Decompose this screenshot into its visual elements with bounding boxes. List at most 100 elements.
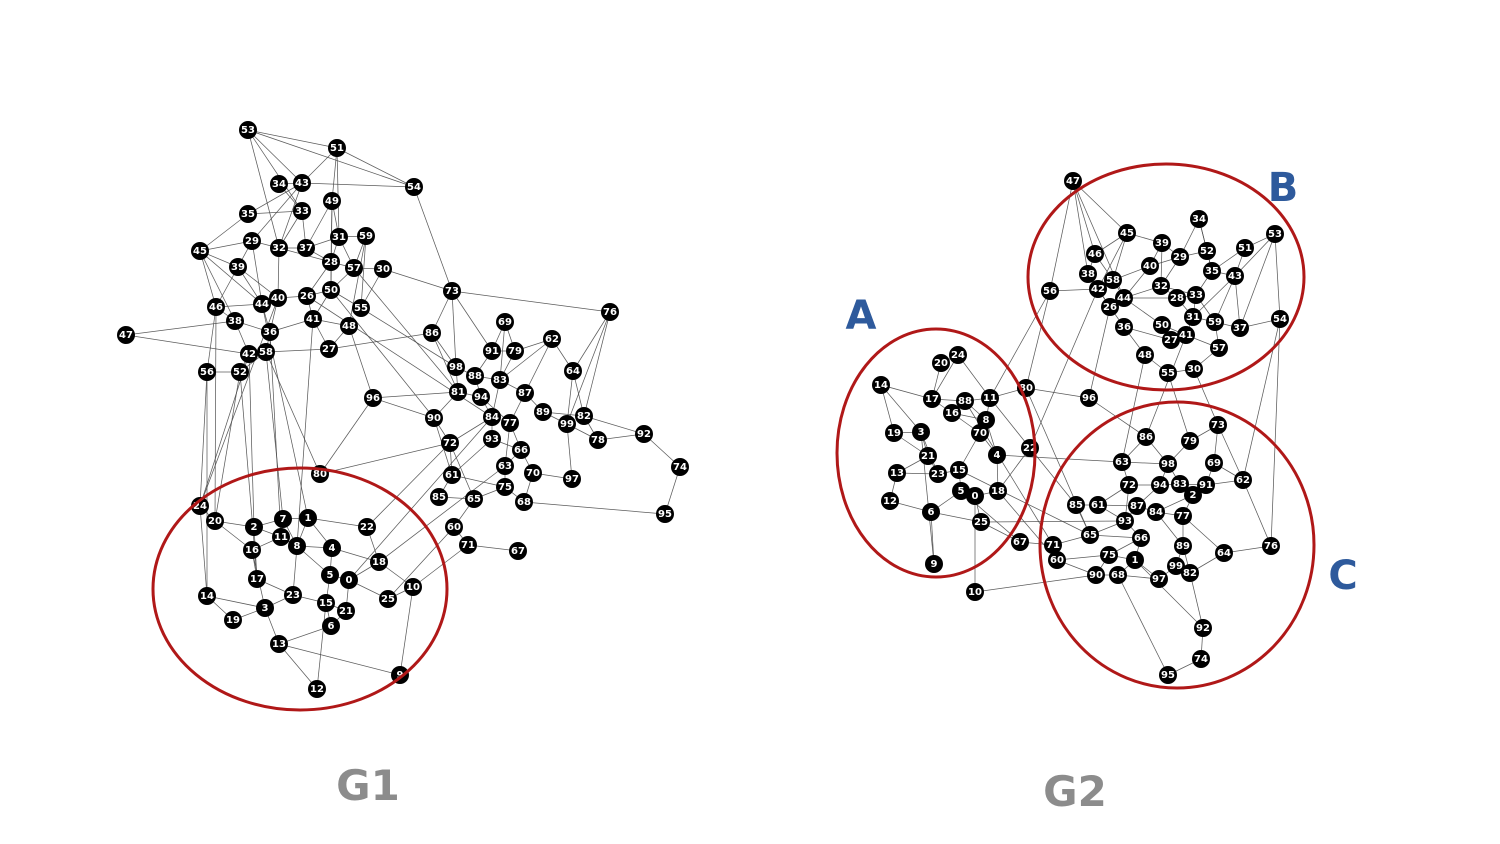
graph-node: 90 [1087, 566, 1105, 584]
node-label: 33 [1189, 290, 1203, 301]
graph-node: 79 [506, 342, 524, 360]
node-label: 47 [119, 330, 133, 341]
graph-node: 41 [304, 310, 322, 328]
node-circle [270, 175, 288, 193]
node-label: 20 [208, 516, 222, 527]
graph-node: 62 [1234, 471, 1252, 489]
node-circle [1192, 650, 1210, 668]
node-circle [929, 465, 947, 483]
node-label: 55 [354, 303, 368, 314]
graph-node: 27 [320, 340, 338, 358]
node-circle [1104, 271, 1122, 289]
graph-node: 12 [308, 680, 326, 698]
node-circle [1205, 454, 1223, 472]
node-circle [1209, 416, 1227, 434]
graph-node: 96 [1080, 389, 1098, 407]
graph-node: 72 [1120, 476, 1138, 494]
node-circle [635, 425, 653, 443]
node-label: 43 [295, 178, 309, 189]
node-label: 22 [360, 522, 374, 533]
graph-edge [566, 423, 573, 480]
graph-node: 98 [1159, 455, 1177, 473]
graph-node: 5 [321, 566, 339, 584]
graph-edge [248, 353, 255, 528]
node-circle [601, 303, 619, 321]
graph-node: 22 [358, 518, 376, 536]
node-label: 68 [1111, 570, 1125, 581]
node-circle [950, 461, 968, 479]
graph-node: 54 [1271, 310, 1289, 328]
graph-edge [366, 442, 451, 528]
graph-edge [1134, 559, 1204, 629]
graph-node: 84 [1147, 503, 1165, 521]
graph-node: 31 [330, 228, 348, 246]
graph-node: 24 [191, 497, 209, 515]
node-circle [1137, 428, 1155, 446]
node-circle [1126, 551, 1144, 569]
node-circle [1116, 512, 1134, 530]
graph-node: 92 [635, 425, 653, 443]
graph-node: 41 [1177, 326, 1195, 344]
node-circle [466, 367, 484, 385]
node-circle [293, 202, 311, 220]
graph-node: 20 [932, 354, 950, 372]
node-label: 50 [1155, 320, 1169, 331]
graph-node: 79 [1181, 432, 1199, 450]
graph-edge [316, 602, 327, 690]
node-circle [358, 518, 376, 536]
graph-edge [412, 544, 469, 588]
graph-node: 69 [496, 313, 514, 331]
node-label: 41 [1179, 330, 1193, 341]
node-circle [496, 457, 514, 475]
graph-edge [348, 235, 367, 327]
graph-edge [1274, 233, 1281, 320]
graph-edge [1088, 306, 1111, 399]
node-circle [1147, 503, 1165, 521]
node-circle [912, 423, 930, 441]
graph-node: 83 [491, 371, 509, 389]
node-circle [1080, 389, 1098, 407]
node-circle [1159, 666, 1177, 684]
node-circle [229, 258, 247, 276]
graph-node: 12 [881, 492, 899, 510]
graph-node: 58 [257, 343, 275, 361]
graph-node: 32 [270, 239, 288, 257]
graph-node: 77 [1174, 507, 1192, 525]
graph-node: 36 [1115, 318, 1133, 336]
node-circle [888, 464, 906, 482]
node-circle [272, 528, 290, 546]
graph-node: 52 [231, 363, 249, 381]
node-circle [981, 389, 999, 407]
node-circle [322, 617, 340, 635]
graph-node: 14 [198, 587, 216, 605]
node-circle [1100, 546, 1118, 564]
node-label: 77 [1176, 511, 1190, 522]
graph-node: 95 [656, 505, 674, 523]
graph-edge [1242, 479, 1272, 547]
node-circle [297, 239, 315, 257]
graph-node: 28 [1168, 289, 1186, 307]
node-label: 13 [890, 468, 904, 479]
node-circle [256, 599, 274, 617]
graph-node: 23 [929, 465, 947, 483]
node-circle [885, 424, 903, 442]
graph-node: 91 [483, 342, 501, 360]
node-circle [1120, 476, 1138, 494]
node-label: 38 [228, 316, 242, 327]
graph-node: 25 [972, 513, 990, 531]
graph-node: 60 [1048, 551, 1066, 569]
node-label: 11 [983, 393, 997, 404]
node-label: 6 [328, 621, 335, 632]
node-label: 9 [931, 559, 938, 570]
node-label: 46 [209, 302, 223, 313]
node-circle [1011, 533, 1029, 551]
node-label: 88 [958, 396, 972, 407]
node-circle [1087, 566, 1105, 584]
node-label: 24 [193, 501, 207, 512]
node-label: 72 [443, 438, 457, 449]
node-label: 7 [280, 514, 287, 525]
node-label: 30 [1187, 364, 1201, 375]
node-label: 10 [968, 587, 982, 598]
graph-node: 49 [323, 192, 341, 210]
